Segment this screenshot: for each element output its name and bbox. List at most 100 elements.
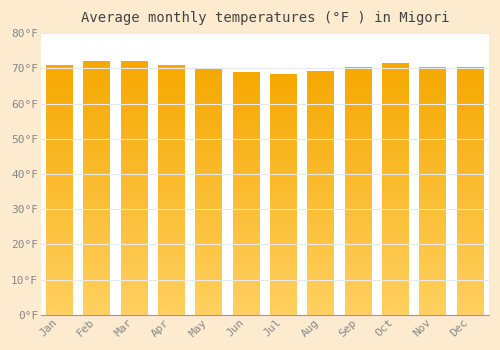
Bar	[158, 168, 185, 170]
Bar	[84, 159, 110, 160]
Bar	[308, 271, 334, 272]
Bar	[420, 137, 446, 139]
Bar	[382, 178, 409, 179]
Bar	[308, 228, 334, 230]
Bar	[308, 260, 334, 261]
Bar	[84, 154, 110, 155]
Bar	[270, 200, 297, 202]
Bar	[345, 201, 372, 202]
Bar	[46, 230, 73, 231]
Bar	[457, 262, 483, 264]
Bar	[457, 160, 483, 161]
Bar	[196, 184, 222, 186]
Bar	[233, 265, 260, 266]
Bar	[270, 160, 297, 162]
Bar	[196, 96, 222, 97]
Bar	[121, 159, 148, 160]
Bar	[382, 252, 409, 253]
Bar	[46, 76, 73, 77]
Bar	[345, 72, 372, 73]
Bar	[382, 289, 409, 291]
Bar	[382, 66, 409, 67]
Bar	[345, 244, 372, 245]
Bar	[345, 194, 372, 196]
Bar	[457, 193, 483, 194]
Bar	[457, 95, 483, 96]
Bar	[308, 78, 334, 80]
Bar	[196, 302, 222, 304]
Bar	[84, 269, 110, 271]
Bar	[308, 261, 334, 262]
Bar	[308, 184, 334, 186]
Bar	[457, 136, 483, 137]
Bar	[84, 161, 110, 163]
Bar	[121, 64, 148, 65]
Bar	[46, 111, 73, 112]
Bar	[345, 173, 372, 175]
Bar	[308, 206, 334, 208]
Bar	[158, 272, 185, 273]
Bar	[457, 113, 483, 114]
Bar	[84, 302, 110, 303]
Bar	[270, 141, 297, 142]
Bar	[420, 139, 446, 140]
Bar	[420, 90, 446, 91]
Bar	[196, 142, 222, 144]
Bar	[345, 229, 372, 230]
Bar	[457, 282, 483, 284]
Bar	[121, 253, 148, 254]
Bar	[457, 68, 483, 69]
Bar	[121, 220, 148, 221]
Bar	[121, 61, 148, 63]
Bar	[382, 283, 409, 285]
Bar	[308, 106, 334, 108]
Bar	[270, 94, 297, 96]
Bar	[345, 90, 372, 91]
Bar	[121, 89, 148, 91]
Bar	[382, 146, 409, 148]
Bar	[158, 156, 185, 157]
Bar	[196, 119, 222, 120]
Bar	[382, 288, 409, 289]
Bar	[158, 308, 185, 310]
Bar	[233, 206, 260, 208]
Bar	[308, 86, 334, 87]
Bar	[308, 205, 334, 206]
Bar	[270, 178, 297, 180]
Bar	[84, 232, 110, 234]
Bar	[457, 111, 483, 113]
Bar	[270, 124, 297, 126]
Bar	[121, 254, 148, 255]
Bar	[457, 202, 483, 203]
Bar	[308, 126, 334, 127]
Bar	[457, 207, 483, 208]
Bar	[457, 70, 483, 72]
Bar	[420, 130, 446, 131]
Bar	[457, 253, 483, 254]
Bar	[158, 114, 185, 116]
Bar	[382, 183, 409, 184]
Bar	[46, 151, 73, 152]
Bar	[457, 146, 483, 147]
Bar	[46, 145, 73, 146]
Bar	[46, 284, 73, 285]
Bar	[420, 188, 446, 189]
Bar	[196, 279, 222, 280]
Bar	[457, 115, 483, 116]
Bar	[308, 98, 334, 99]
Bar	[121, 289, 148, 290]
Bar	[84, 273, 110, 274]
Bar	[345, 86, 372, 88]
Bar	[196, 98, 222, 99]
Bar	[46, 247, 73, 248]
Bar	[84, 139, 110, 140]
Bar	[308, 306, 334, 307]
Bar	[457, 182, 483, 183]
Bar	[345, 120, 372, 121]
Bar	[308, 266, 334, 267]
Bar	[420, 194, 446, 196]
Bar	[345, 248, 372, 249]
Bar	[270, 176, 297, 177]
Bar	[46, 234, 73, 236]
Bar	[270, 256, 297, 257]
